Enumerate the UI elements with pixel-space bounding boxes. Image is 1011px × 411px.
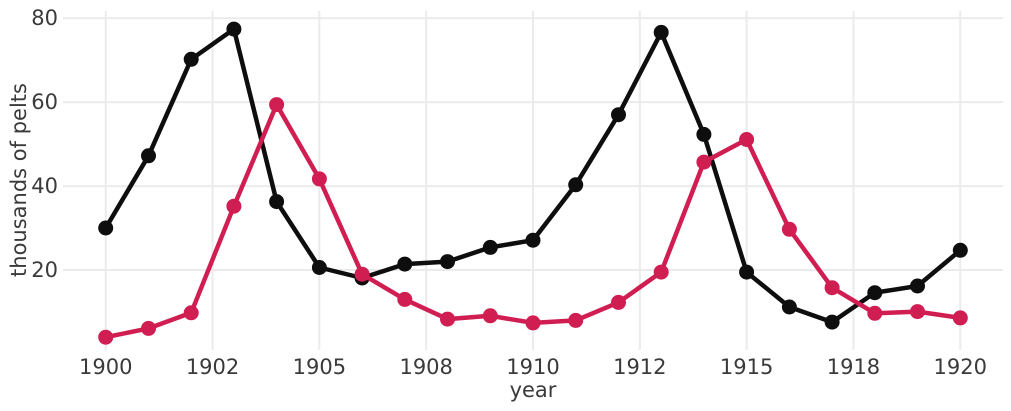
x-tick-label: 1908 <box>399 355 452 379</box>
series-crimson-point <box>781 221 797 237</box>
series-crimson-point <box>440 311 455 327</box>
series-crimson-point <box>98 329 114 345</box>
series-crimson-point <box>910 304 925 320</box>
y-tick-label: 40 <box>31 174 58 198</box>
series-crimson-point <box>568 312 584 328</box>
series-crimson-point <box>525 315 541 331</box>
series-crimson-point <box>183 305 199 321</box>
series-crimson-point <box>354 266 370 282</box>
series-black-point <box>611 107 626 123</box>
series-crimson-point <box>397 291 413 307</box>
series-crimson-point <box>482 308 498 324</box>
y-tick-label: 20 <box>31 258 58 282</box>
series-black-point <box>867 285 883 301</box>
x-tick-label: 1900 <box>79 355 132 379</box>
series-crimson-point <box>269 97 285 113</box>
y-tick-label: 60 <box>31 90 58 114</box>
series-crimson-point <box>696 154 712 170</box>
series-crimson-point <box>653 264 669 280</box>
series-black-point <box>226 21 242 37</box>
series-black-point <box>781 299 797 315</box>
series-black-point <box>482 239 498 255</box>
series-black-point <box>525 232 541 248</box>
series-crimson-point <box>141 320 156 336</box>
x-axis-label: year <box>509 378 557 402</box>
series-black-point <box>397 256 413 272</box>
x-tick-label: 1920 <box>934 355 987 379</box>
series-crimson-point <box>867 305 883 321</box>
series-black-point <box>269 194 285 210</box>
series-black-point <box>653 24 669 40</box>
x-tick-label: 1912 <box>613 355 666 379</box>
series-black-point <box>141 148 156 164</box>
series-crimson-point <box>311 171 327 187</box>
series-crimson-point <box>611 294 626 310</box>
series-black-point <box>824 314 840 330</box>
x-tick-label: 1902 <box>186 355 239 379</box>
series-black-point <box>183 51 199 67</box>
x-tick-label: 1915 <box>720 355 773 379</box>
series-black-point <box>98 220 114 236</box>
y-axis-label: thousands of pelts <box>7 83 31 277</box>
x-tick-label: 1918 <box>827 355 880 379</box>
series-black-point <box>739 264 755 280</box>
series-crimson-point <box>226 198 242 214</box>
series-black-point <box>440 254 455 270</box>
series-crimson-point <box>824 280 840 296</box>
x-tick-label: 1905 <box>293 355 346 379</box>
series-black-point <box>910 278 925 294</box>
series-crimson-point <box>739 132 755 147</box>
x-tick-label: 1910 <box>506 355 559 379</box>
series-black-point <box>311 260 327 275</box>
y-tick-label: 80 <box>31 6 58 30</box>
series-black-point <box>952 242 968 258</box>
series-crimson-point <box>952 310 968 326</box>
series-black-point <box>696 126 712 142</box>
series-black-point <box>568 177 584 193</box>
